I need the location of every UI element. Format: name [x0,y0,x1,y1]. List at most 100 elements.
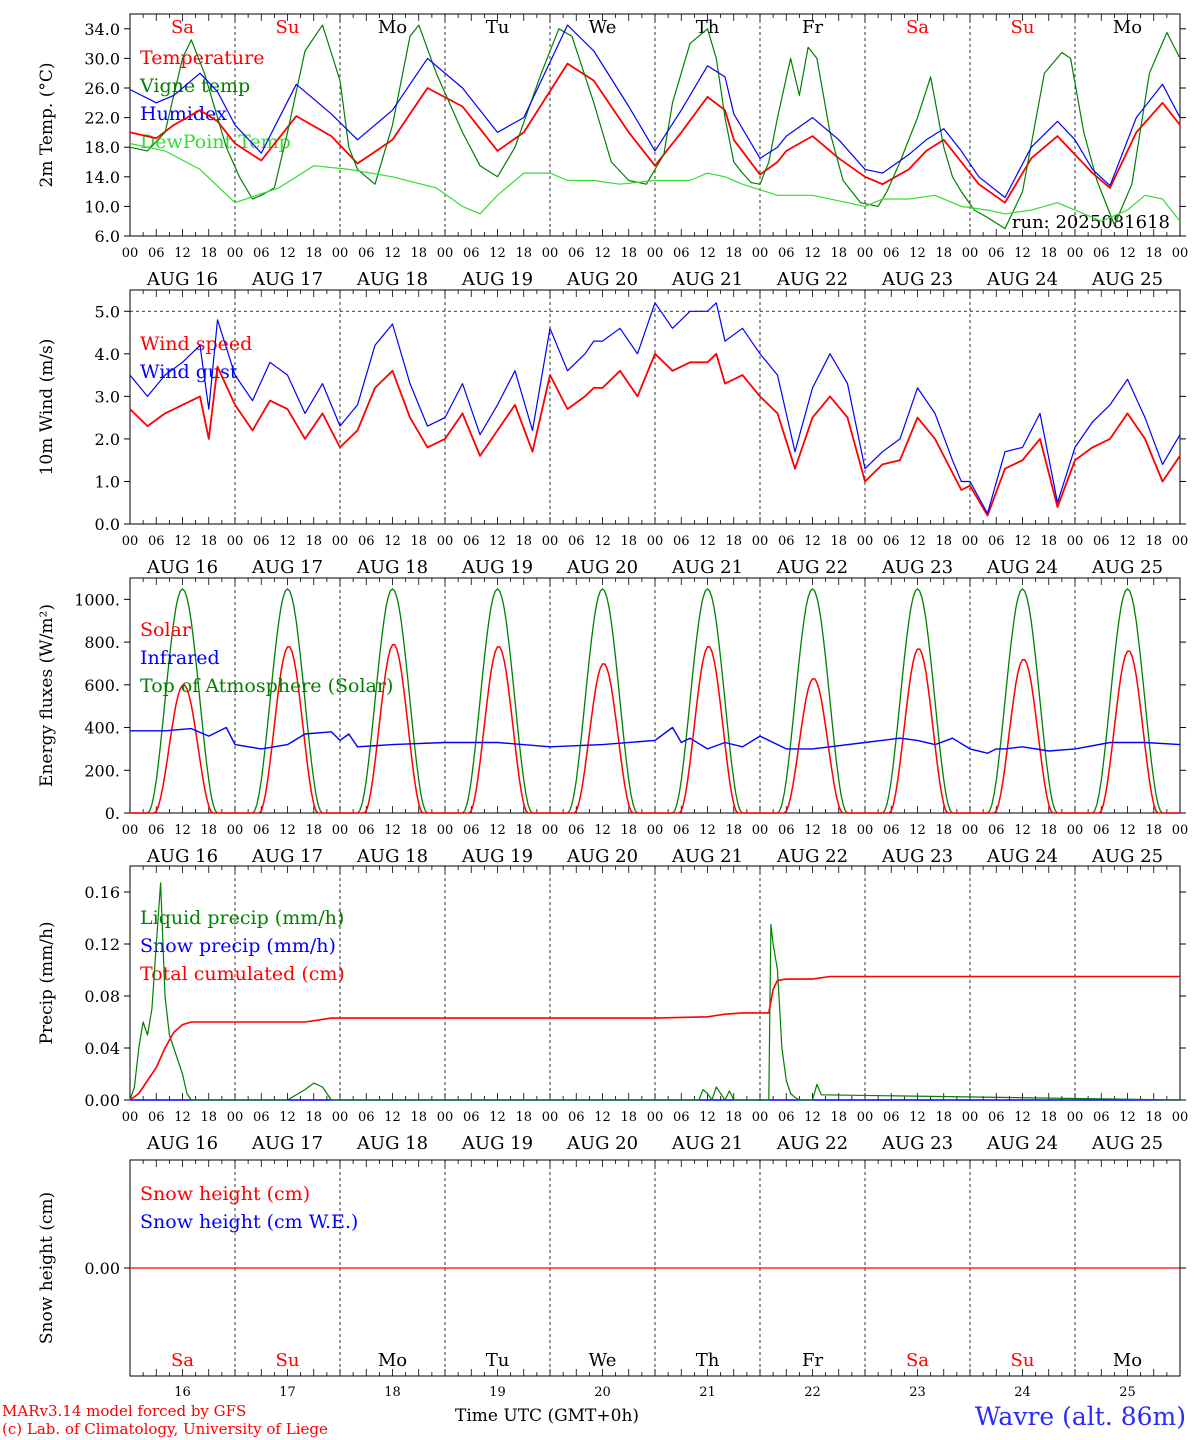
x-hour-label: 18 [200,534,217,549]
weekday-label-bottom: Sa [906,1350,929,1371]
x-hour-label: 00 [752,534,769,549]
y-tick-label: 0. [105,804,120,823]
x-date-label: AUG 24 [986,1133,1058,1154]
x-date-label: AUG 23 [881,846,953,867]
series-wind-wind-gust [129,302,1181,515]
x-hour-label: 18 [620,823,637,838]
station-name: Wavre (alt. 86m) [974,1402,1186,1431]
x-hour-label: 12 [279,823,296,838]
x-hour-label: 18 [830,823,847,838]
bottom-day-number: 24 [1014,1385,1031,1400]
x-hour-label: 18 [620,1110,637,1125]
x-hour-label: 06 [988,823,1005,838]
series-temp-dewpoint-temp [129,142,1181,222]
x-date-label: AUG 25 [1091,1133,1163,1154]
x-hour-label: 06 [883,246,900,261]
x-hour-label: 00 [122,246,139,261]
x-hour-label: 12 [384,1110,401,1125]
x-hour-label: 12 [699,823,716,838]
x-hour-label: 00 [1172,534,1189,549]
x-hour-label: 12 [1014,823,1031,838]
x-date-label: AUG 25 [1091,846,1163,867]
x-date-label: AUG 22 [776,1133,848,1154]
x-hour-label: 06 [148,534,165,549]
x-hour-label: 06 [673,534,690,549]
x-hour-label: 18 [305,246,322,261]
x-hour-label: 18 [1040,534,1057,549]
x-hour-label: 06 [1093,246,1110,261]
y-tick-label: 2.0 [95,430,120,449]
x-hour-label: 12 [384,246,401,261]
x-date-label: AUG 18 [356,1133,428,1154]
x-hour-label: 06 [883,1110,900,1125]
x-hour-label: 06 [148,823,165,838]
x-date-label: AUG 21 [671,557,743,578]
x-hour-label: 00 [437,1110,454,1125]
weekday-label: Su [1011,17,1035,38]
x-hour-label: 06 [1093,823,1110,838]
x-hour-label: 00 [332,1110,349,1125]
legend-entry: Snow height (cm W.E.) [140,1211,358,1233]
x-hour-label: 12 [174,246,191,261]
y-tick-label: 3.0 [95,387,120,406]
x-hour-label: 18 [620,534,637,549]
x-hour-label: 06 [148,1110,165,1125]
x-date-label: AUG 20 [566,269,638,290]
x-hour-label: 18 [410,534,427,549]
lab-credit: (c) Lab. of Climatology, University of L… [2,1420,328,1438]
x-hour-label: 06 [1093,1110,1110,1125]
panel-wind: 0.0 1.0 2.0 3.0 4.0 5.0 10m Wind (m/s) 00 06 12 18… [37,289,1189,578]
x-hour-label: 00 [542,534,559,549]
x-hour-label: 06 [883,534,900,549]
y-tick-label: 0.00 [84,1091,120,1110]
x-hour-label: 12 [174,1110,191,1125]
x-hour-label: 06 [358,823,375,838]
x-date-label: AUG 25 [1091,557,1163,578]
bottom-day-number: 16 [174,1385,191,1400]
x-hour-label: 12 [909,1110,926,1125]
x-hour-label: 06 [673,823,690,838]
x-date-label: AUG 24 [986,557,1058,578]
bottom-day-number: 20 [594,1385,611,1400]
meteogram-svg: 6.0 10.0 14.0 18.0 22.0 26.0 30.0 34.0 2m Temp. … [37,13,1189,1427]
x-hour-label: 18 [515,246,532,261]
x-hour-label: 00 [962,534,979,549]
series-temp-vigne-temp [129,24,1181,230]
x-date-label: AUG 16 [146,1133,218,1154]
y-tick-label: 10.0 [84,197,120,216]
x-hour-label: 12 [384,534,401,549]
x-hour-label: 00 [752,1110,769,1125]
legend-entry: Solar [140,619,192,641]
x-date-label: AUG 21 [671,1133,743,1154]
series-energy-infrared [130,726,1181,754]
x-hour-label: 00 [857,246,874,261]
x-hour-label: 06 [778,823,795,838]
x-date-label: AUG 23 [881,269,953,290]
weekday-label-bottom: Tu [486,1350,510,1371]
x-date-label: AUG 19 [461,1133,533,1154]
x-hour-label: 18 [200,246,217,261]
x-hour-label: 12 [174,823,191,838]
x-hour-label: 00 [227,1110,244,1125]
x-hour-label: 06 [778,534,795,549]
x-hour-label: 06 [253,1110,270,1125]
x-hour-label: 18 [515,1110,532,1125]
series-precip-liquid-precip-mm-h- [129,882,1181,1101]
x-hour-label: 18 [305,534,322,549]
legend-entry: DewPoint Temp [140,131,291,153]
x-hour-label: 06 [673,246,690,261]
x-hour-label: 06 [358,1110,375,1125]
panel-energy: 0. 200. 400. 600. 800. 1000. Energy fluxes (W/… [37,577,1188,867]
x-date-label: AUG 21 [671,269,743,290]
x-hour-label: 00 [857,1110,874,1125]
y-tick-label: 26.0 [84,79,120,98]
panel-temp: 6.0 10.0 14.0 18.0 22.0 26.0 30.0 34.0 2m Temp. … [37,13,1188,290]
x-date-label: AUG 22 [776,846,848,867]
model-credit: MARv3.14 model forced by GFS [2,1402,247,1420]
legend-entry: Snow precip (mm/h) [140,935,336,957]
bottom-day-number: 19 [489,1385,506,1400]
x-hour-label: 12 [804,823,821,838]
legend-entry: Humidex [140,103,227,125]
x-hour-label: 06 [568,823,585,838]
y-tick-label: 0.12 [84,935,120,954]
